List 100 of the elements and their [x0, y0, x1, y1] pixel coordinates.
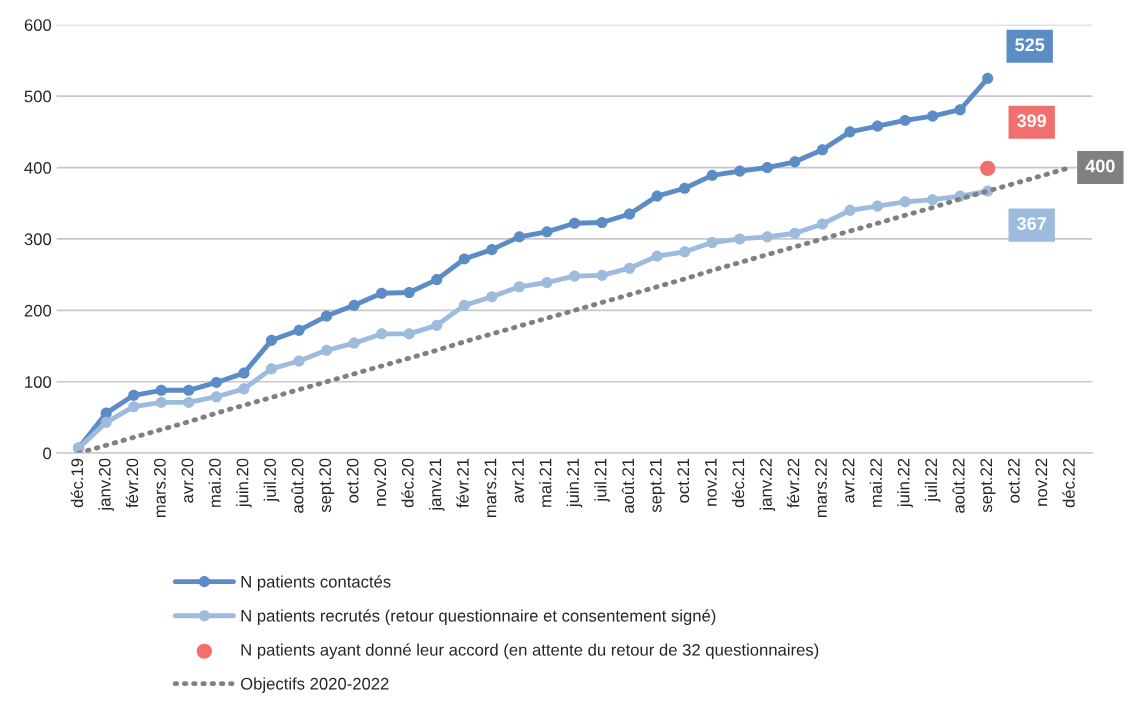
x-tick-label: oct.21 — [677, 458, 690, 503]
y-tick-label: 400 — [24, 161, 52, 174]
point — [789, 227, 801, 239]
point — [376, 287, 388, 299]
x-tick-label: juin.20 — [236, 458, 252, 508]
x-tick-label: janv.21 — [428, 458, 445, 511]
point — [486, 291, 498, 303]
point — [596, 216, 608, 229]
x-tick-label: oct.20 — [346, 458, 359, 503]
point — [403, 328, 415, 340]
point — [210, 376, 222, 388]
point — [321, 310, 333, 322]
point — [100, 416, 112, 428]
point — [761, 162, 773, 174]
x-tick-label: sept.20 — [319, 458, 335, 513]
point — [789, 156, 801, 168]
point — [541, 276, 553, 289]
x-tick-label: sept.22 — [980, 458, 996, 513]
point — [927, 110, 939, 122]
x-tick-label: sept.21 — [649, 458, 665, 513]
point — [706, 236, 718, 249]
x-tick-label: août.20 — [291, 458, 304, 513]
point — [734, 233, 746, 245]
x-tick-label: nov.20 — [374, 458, 387, 506]
point — [871, 200, 884, 212]
y-tick-label: 0 — [43, 447, 52, 460]
legend-label: N patients ayant donné leur accord (en attente du retour de 32 questionnaires) — [241, 643, 819, 660]
point — [624, 262, 636, 274]
point — [376, 328, 388, 340]
point — [486, 244, 498, 256]
point — [183, 396, 195, 408]
point — [155, 396, 167, 408]
x-tick-label: mars.20 — [153, 458, 166, 518]
x-tick-label: janv.22 — [759, 458, 776, 511]
point — [293, 324, 305, 336]
data-label: 525 — [1015, 38, 1045, 52]
x-tick-label: janv.20 — [98, 458, 114, 511]
x-tick-label: nov.22 — [1035, 458, 1048, 506]
point — [128, 401, 140, 413]
legend-label: N patients contactés — [241, 575, 391, 591]
point — [431, 274, 443, 286]
point — [980, 160, 996, 176]
point — [458, 253, 470, 265]
x-tick-label: avr.21 — [512, 458, 524, 503]
point — [265, 334, 278, 346]
x-tick-label: mai.20 — [208, 458, 221, 507]
point — [651, 190, 663, 202]
x-tick-label: déc.20 — [401, 458, 414, 508]
point — [679, 246, 691, 258]
point — [128, 389, 140, 401]
point — [568, 270, 581, 282]
point — [183, 384, 195, 396]
point — [734, 165, 746, 177]
point — [899, 196, 911, 208]
point — [513, 231, 525, 243]
y-tick-label: 200 — [24, 304, 52, 317]
point — [596, 269, 608, 281]
point — [321, 344, 333, 356]
point — [155, 384, 167, 396]
x-tick-label: juin.21 — [566, 458, 583, 508]
point — [348, 337, 360, 349]
point — [871, 120, 884, 132]
x-tick-label: avr.20 — [181, 458, 194, 503]
y-tick-label: 100 — [25, 376, 52, 388]
x-tick-label: juil.20 — [263, 458, 280, 502]
x-tick-label: déc.22 — [1062, 458, 1075, 508]
x-tick-label: févr.22 — [786, 458, 800, 508]
x-tick-label: mars.22 — [815, 458, 827, 518]
x-tick-label: mars.21 — [484, 458, 497, 518]
x-tick-label: juil.22 — [924, 458, 941, 502]
x-tick-label: févr.20 — [125, 458, 139, 508]
point — [982, 72, 994, 84]
data-label: 367 — [1017, 217, 1046, 230]
data-label: 399 — [1017, 114, 1047, 128]
point — [624, 208, 636, 220]
point — [513, 281, 525, 293]
point — [679, 182, 691, 194]
point — [568, 217, 581, 229]
x-tick-label: mai.21 — [539, 458, 552, 507]
point — [293, 355, 305, 367]
point — [458, 299, 470, 311]
x-tick-label: févr.21 — [456, 458, 469, 508]
x-tick-label: nov.21 — [704, 458, 717, 506]
point — [899, 114, 911, 126]
point — [927, 194, 939, 206]
point — [706, 169, 718, 181]
point — [431, 319, 443, 331]
point — [816, 144, 828, 156]
x-tick-label: août.21 — [621, 458, 635, 513]
x-tick-label: avr.22 — [842, 458, 855, 503]
x-tick-label: mai.22 — [869, 458, 882, 507]
x-tick-label: juil.21 — [594, 458, 610, 502]
point — [210, 391, 222, 403]
point — [844, 126, 856, 138]
x-tick-label: juin.22 — [897, 458, 913, 508]
point — [265, 363, 278, 375]
x-tick-label: déc.19 — [70, 458, 84, 508]
point — [761, 231, 773, 243]
point — [403, 286, 415, 299]
data-label: 400 — [1085, 159, 1115, 173]
